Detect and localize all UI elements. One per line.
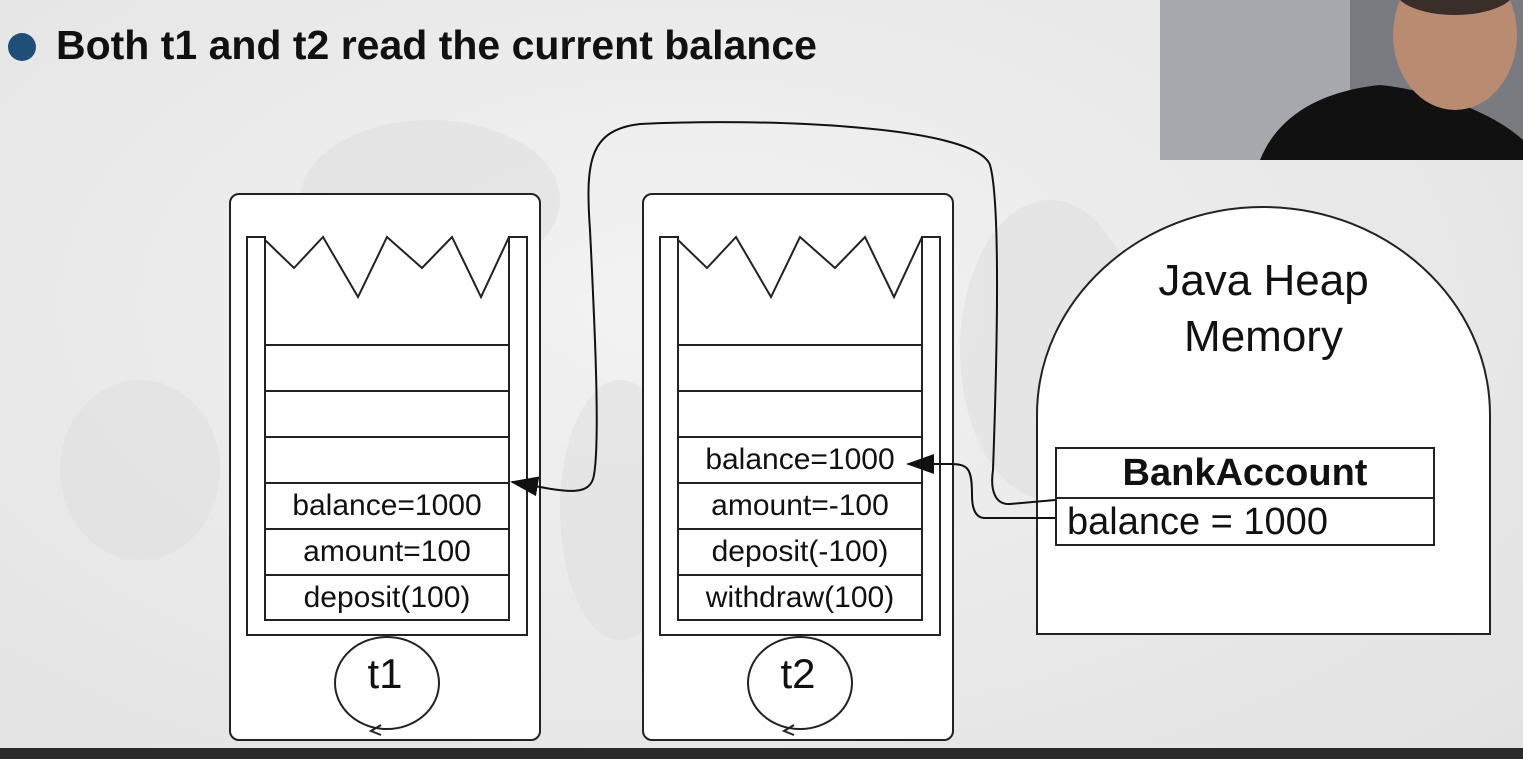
- stack-frame: deposit(100): [303, 581, 471, 614]
- heap-title: Java Heap Memory: [1035, 253, 1492, 365]
- thread-loop-icon: [747, 636, 853, 730]
- world-map-shape: [60, 380, 220, 560]
- thread-loop-icon: [334, 636, 440, 730]
- stack-frame: amount=-100: [711, 489, 889, 522]
- presenter-image: [1160, 0, 1523, 160]
- heap-title-line: Java Heap: [1158, 256, 1369, 305]
- thread-label: t2: [780, 650, 816, 697]
- bank-account-object: BankAccount balance = 1000: [1055, 447, 1435, 546]
- reference-arrow-t1: [510, 121, 1056, 506]
- object-field: balance = 1000: [1067, 501, 1328, 543]
- slide-title: Both t1 and t2 read the current balance: [56, 22, 817, 68]
- reference-arrow-t2: [906, 454, 1055, 519]
- stack-outline: [659, 235, 941, 736]
- stack-frame: withdraw(100): [705, 581, 895, 614]
- stack-frame: deposit(-100): [711, 535, 889, 568]
- thread-label: t1: [367, 650, 403, 697]
- heap-title-line: Memory: [1184, 312, 1343, 361]
- stack-frame: amount=100: [303, 535, 471, 568]
- thread-t2-box: balance=1000 amount=-100 deposit(-100) w…: [642, 193, 954, 741]
- stack-outline: [246, 235, 528, 736]
- bullet-icon: [8, 33, 36, 61]
- player-bottom-bar: [0, 748, 1523, 759]
- stack-frame: balance=1000: [705, 443, 895, 476]
- class-name: BankAccount: [1057, 449, 1433, 499]
- webcam-video: [1160, 0, 1523, 160]
- stack-frame: balance=1000: [292, 489, 482, 522]
- thread-t1-box: balance=1000 amount=100 deposit(100) t1: [229, 193, 541, 741]
